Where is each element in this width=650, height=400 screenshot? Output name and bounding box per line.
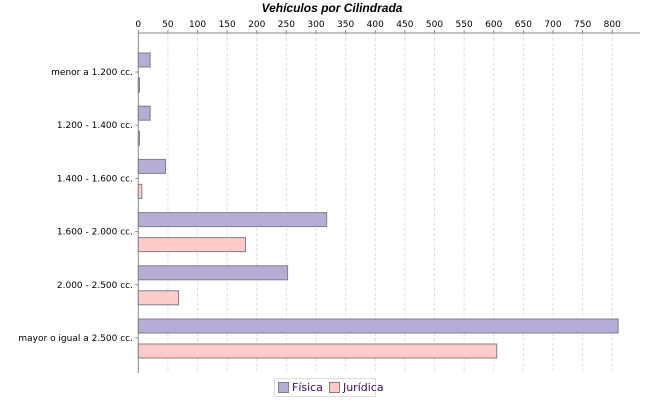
x-tick-label: 800 bbox=[604, 20, 621, 30]
bar-fisica bbox=[137, 318, 619, 334]
x-tick-label: 200 bbox=[248, 20, 265, 30]
x-tick-label: 450 bbox=[396, 20, 413, 30]
category-label: 2.000 - 2.500 cc. bbox=[57, 281, 133, 291]
bar-juridica bbox=[137, 237, 247, 253]
x-tick-label: 750 bbox=[574, 20, 591, 30]
legend-item-juridica: Jurídica bbox=[328, 381, 384, 394]
bar-fisica bbox=[137, 52, 151, 68]
x-tick-label: 350 bbox=[337, 20, 354, 30]
x-tick-label: 150 bbox=[219, 20, 236, 30]
bar-fisica bbox=[137, 105, 151, 121]
category-label: 1.600 - 2.000 cc. bbox=[57, 228, 133, 238]
x-tick-label: 550 bbox=[456, 20, 473, 30]
x-tick-label: 700 bbox=[544, 20, 561, 30]
bar-juridica bbox=[137, 183, 143, 199]
bar-fisica bbox=[137, 212, 328, 228]
category-label: mayor o igual a 2.500 cc. bbox=[18, 334, 133, 344]
legend-item-fisica: Física bbox=[278, 381, 323, 394]
bar-juridica bbox=[137, 77, 140, 93]
legend-swatch bbox=[278, 382, 289, 393]
category-label: 1.200 - 1.400 cc. bbox=[57, 121, 133, 131]
legend-swatch bbox=[328, 382, 340, 393]
x-tick-label: 500 bbox=[426, 20, 443, 30]
category-label: menor a 1.200 cc. bbox=[51, 68, 133, 78]
x-tick-label: 250 bbox=[278, 20, 295, 30]
bar-fisica bbox=[137, 265, 289, 281]
x-tick-label: 300 bbox=[307, 20, 324, 30]
category-label: 1.400 - 1.600 cc. bbox=[57, 174, 133, 184]
bar-fisica bbox=[137, 158, 167, 174]
bar-juridica bbox=[137, 343, 498, 359]
x-tick-label: 50 bbox=[162, 20, 174, 30]
legend: Física Jurídica bbox=[274, 378, 384, 397]
x-tick-label: 650 bbox=[515, 20, 532, 30]
chart-title: Vehículos por Cilindrada bbox=[262, 1, 403, 15]
x-tick-label: 0 bbox=[135, 20, 141, 30]
x-tick-label: 600 bbox=[485, 20, 502, 30]
bar-juridica bbox=[137, 130, 140, 146]
x-tick-label: 100 bbox=[189, 20, 206, 30]
x-tick-label: 400 bbox=[367, 20, 384, 30]
legend-label: Física bbox=[292, 381, 323, 394]
legend-label: Jurídica bbox=[342, 381, 384, 394]
bar-juridica bbox=[137, 290, 180, 306]
